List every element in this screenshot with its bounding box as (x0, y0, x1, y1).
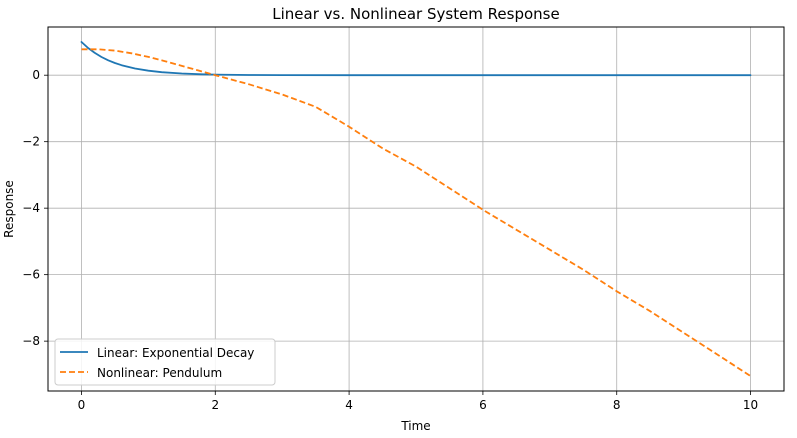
legend: Linear: Exponential Decay Nonlinear: Pen… (54, 338, 276, 386)
x-axis: 0 2 4 6 8 10 (78, 391, 758, 412)
x-tick-label: 10 (743, 398, 758, 412)
y-axis: −8 −6 −4 −2 0 (22, 68, 48, 348)
x-axis-label: Time (400, 419, 430, 433)
grid (48, 27, 784, 391)
series-line-linear (80, 41, 752, 77)
x-tick-label: 0 (78, 398, 86, 412)
legend-label-linear: Linear: Exponential Decay (97, 346, 254, 360)
y-tick-label: −2 (22, 135, 40, 149)
y-tick-label: −8 (22, 334, 40, 348)
y-axis-label: Response (2, 180, 16, 238)
plot-frame (47, 26, 785, 392)
series-line-nonlinear (81, 48, 751, 377)
series-layer (80, 41, 752, 377)
x-tick-label: 2 (211, 398, 219, 412)
x-tick-label: 6 (479, 398, 487, 412)
legend-label-nonlinear: Nonlinear: Pendulum (97, 366, 222, 380)
y-tick-label: −4 (22, 201, 40, 215)
x-tick-label: 8 (613, 398, 621, 412)
x-tick-label: 4 (345, 398, 353, 412)
chart-title: Linear vs. Nonlinear System Response (272, 5, 559, 23)
legend-box (54, 338, 276, 386)
y-tick-label: −6 (22, 268, 40, 282)
y-tick-label: 0 (32, 68, 40, 82)
